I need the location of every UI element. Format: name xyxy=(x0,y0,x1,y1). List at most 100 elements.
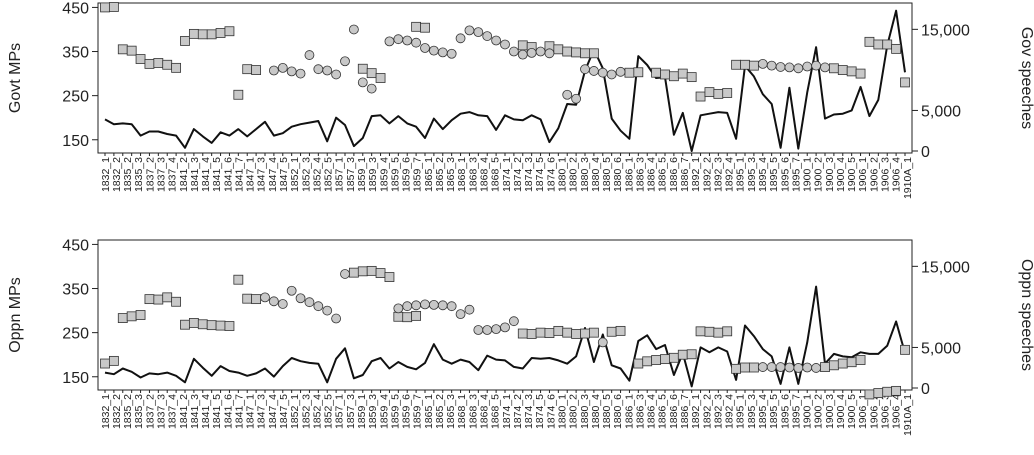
govt-mp-square-point xyxy=(215,28,226,38)
oppn-mp-square-point xyxy=(660,354,670,365)
oppn-x-tick-label: 1886_4 xyxy=(646,394,658,429)
govt-mp-circle-point xyxy=(757,58,768,69)
oppn-left-tick-label: 250 xyxy=(62,326,89,343)
oppn-mp-square-point xyxy=(740,362,750,373)
govt-mp-circle-point xyxy=(544,48,555,59)
oppn-mp-circle-point xyxy=(784,362,795,373)
govt-mp-circle-point xyxy=(286,66,297,77)
govt-mp-circle-point xyxy=(455,33,466,44)
govt-mp-circle-point xyxy=(268,65,279,76)
oppn-x-tick-label: 1886_6 xyxy=(668,394,680,429)
oppn-left-tick-label: 450 xyxy=(62,237,89,254)
govt-mp-square-point xyxy=(188,28,199,39)
oppn-mp-square-point xyxy=(748,362,759,373)
oppn-mp-circle-point xyxy=(482,325,493,335)
govt-x-tick-label: 1880_3 xyxy=(579,157,591,192)
govt-right-axis-title: Gov speeches xyxy=(1018,27,1034,129)
govt-mp-square-point xyxy=(197,29,208,40)
govt-mp-circle-point xyxy=(766,60,777,71)
govt-x-tick-label: 1886_5 xyxy=(657,157,669,192)
govt-mp-circle-point xyxy=(304,50,315,60)
govt-mp-square-point xyxy=(668,71,679,82)
oppn-right-axis-title: Oppn speeches xyxy=(1018,259,1034,371)
oppn-mp-square-point xyxy=(615,325,626,336)
oppn-mp-circle-point xyxy=(793,363,804,373)
oppn-x-tick-label: 1835_3 xyxy=(133,394,145,429)
oppn-mp-circle-point xyxy=(508,316,519,327)
govt-x-tick-label: 1859_5 xyxy=(389,157,401,192)
govt-mp-circle-point xyxy=(313,64,324,75)
oppn-mp-circle-point xyxy=(757,362,768,372)
oppn-mp-square-point xyxy=(224,321,235,331)
govt-mp-square-point xyxy=(873,39,884,50)
oppn-mp-square-point xyxy=(251,294,262,305)
govt-mp-square-point xyxy=(553,44,564,55)
oppn-mp-circle-point xyxy=(277,299,288,309)
govt-left-tick-label: 250 xyxy=(62,89,89,106)
oppn-x-tick-label: 1895_4 xyxy=(757,394,769,429)
govt-mp-circle-point xyxy=(446,48,457,59)
oppn-x-tick-label: 1886_3 xyxy=(634,394,646,429)
oppn-mp-square-point xyxy=(357,266,368,277)
govt-x-tick-label: 1874_2 xyxy=(512,157,524,192)
govt-mp-square-point xyxy=(624,67,635,78)
govt-mp-square-point xyxy=(100,2,110,13)
govt-x-tick-label: 1886_6 xyxy=(668,157,680,192)
oppn-mp-square-point xyxy=(668,352,679,363)
govt-x-tick-label: 1886_3 xyxy=(634,157,646,192)
oppn-mp-square-point xyxy=(526,329,537,339)
govt-mp-circle-point xyxy=(784,62,795,73)
oppn-x-tick-label: 1895_7 xyxy=(790,394,802,429)
govt-mp-circle-point xyxy=(348,24,359,35)
govt-mp-square-point xyxy=(846,66,857,77)
govt-mp-circle-point xyxy=(366,83,377,94)
oppn-x-tick-label: 1852_4 xyxy=(311,394,323,429)
govt-x-tick-label: 1859_3 xyxy=(367,157,379,192)
govt-mp-circle-point xyxy=(491,35,502,46)
oppn-x-tick-label: 1841_6 xyxy=(222,394,234,429)
govt-mp-square-point xyxy=(740,59,750,70)
oppn-x-tick-label: 1900_4 xyxy=(835,394,847,429)
govt-mp-circle-point xyxy=(384,36,395,47)
govt-left-axis-title: Govt MPs xyxy=(7,43,24,113)
govt-x-tick-label: 1900_4 xyxy=(835,157,847,192)
govt-x-tick-label: 1895_4 xyxy=(757,157,769,192)
govt-x-tick-label: 1874_3 xyxy=(523,157,535,192)
govt-x-tick-label: 1900_3 xyxy=(824,157,836,192)
oppn-mp-circle-point xyxy=(597,337,608,348)
oppn-mp-square-point xyxy=(144,294,155,305)
govt-mp-square-point xyxy=(864,36,875,47)
govt-x-tick-label: 1832_1 xyxy=(100,157,112,192)
oppn-x-tick-label: 1874_5 xyxy=(534,394,546,429)
govt-left-tick-label: 450 xyxy=(62,0,89,17)
govt-mp-circle-point xyxy=(340,56,350,67)
govt-mp-square-point xyxy=(651,67,662,78)
oppn-mp-circle-point xyxy=(428,299,439,310)
oppn-x-tick-label: 1895_1 xyxy=(735,394,747,429)
oppn-x-tick-label: 1865_3 xyxy=(445,394,457,429)
govt-mp-square-point xyxy=(162,59,173,70)
govt-x-tick-label: 1841_4 xyxy=(200,157,212,192)
govt-mp-circle-point xyxy=(597,67,608,78)
oppn-x-tick-label: 1886_5 xyxy=(657,394,669,429)
oppn-mp-square-point xyxy=(215,320,226,331)
oppn-x-tick-label: 1900_2 xyxy=(813,394,825,429)
oppn-x-tick-label: 1895_6 xyxy=(779,394,791,429)
oppn-x-tick-label: 1906_3 xyxy=(880,394,892,429)
oppn-x-tick-label: 1859_5 xyxy=(389,394,401,429)
oppn-mp-square-point xyxy=(100,358,110,369)
govt-panel: 150 250 350 450 0 5,000 15,000 Govt MPs Gov spee… xyxy=(7,0,1034,199)
govt-speeches-line xyxy=(104,9,906,152)
oppn-x-tick-label: 1847_3 xyxy=(256,394,268,429)
govt-mp-circle-point xyxy=(606,69,617,80)
govt-x-tick-label: 1895_1 xyxy=(735,157,747,192)
oppn-mp-square-point xyxy=(731,363,742,374)
oppn-mp-square-point xyxy=(695,326,706,337)
govt-x-tick-label: 1892_4 xyxy=(724,157,736,192)
oppn-mp-square-point xyxy=(135,310,146,320)
oppn-x-tick-label: 1859_7 xyxy=(412,394,424,429)
govt-mp-circle-point xyxy=(428,45,439,56)
govt-mp-square-point xyxy=(411,21,422,32)
oppn-x-tick-label: 1865_1 xyxy=(423,394,435,429)
govt-mp-circle-point xyxy=(322,65,333,76)
